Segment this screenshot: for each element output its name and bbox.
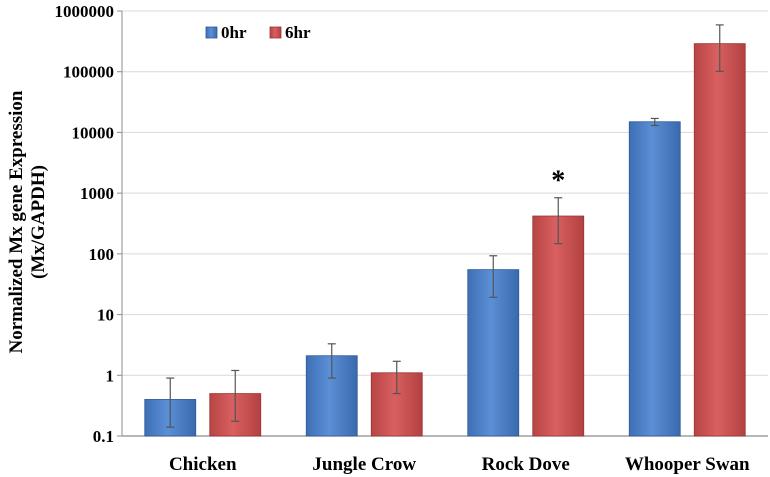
y-tick-label: 1 (106, 366, 115, 385)
significance-marker: * (551, 166, 565, 197)
y-tick-label: 100000 (63, 63, 114, 82)
x-category-label: Chicken (169, 454, 237, 475)
bar-6hr-rock-dove (532, 215, 585, 437)
legend-label-6hr: 6hr (285, 23, 311, 42)
bar-0hr-whooper-swan (628, 121, 681, 437)
y-tick-label: 0.1 (93, 427, 114, 446)
gridlines (122, 10, 768, 376)
legend-swatch-0hr (205, 26, 218, 39)
x-category-label: Jungle Crow (312, 454, 416, 475)
y-tick-label: 10 (97, 306, 114, 325)
legend-swatch-6hr (269, 26, 282, 39)
y-axis-title-line2: (Mx/GAPDH) (28, 165, 49, 279)
y-tick-label: 10000 (72, 123, 115, 142)
y-tick-label: 1000000 (55, 2, 115, 21)
x-category-label: Rock Dove (482, 454, 570, 475)
legend: 0hr 6hr (205, 23, 311, 42)
bar-6hr-whooper-swan (693, 43, 746, 437)
labels: 0.1 1 10 100 1000 10000 100000 1000000 Chicken Ju… (55, 2, 751, 475)
x-category-label: Whooper Swan (625, 454, 750, 475)
y-axis-title-line1: Normalized Mx gene Expression (6, 90, 27, 353)
legend-label-0hr: 0hr (221, 23, 247, 42)
y-tick-label: 1000 (80, 184, 114, 203)
y-axis-title: Normalized Mx gene Expression (Mx/GAPDH) (6, 90, 49, 353)
y-tick-label: 100 (89, 245, 115, 264)
bars (144, 24, 746, 437)
